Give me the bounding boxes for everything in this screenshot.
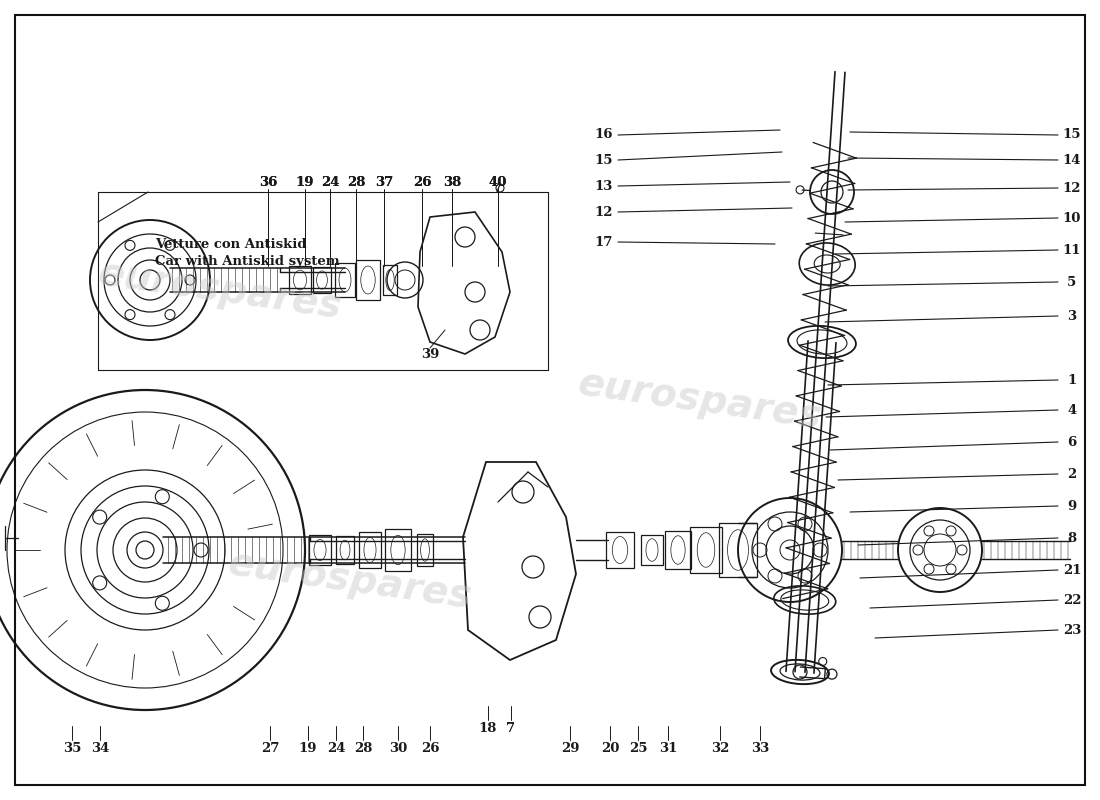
Text: 21: 21 xyxy=(1063,563,1081,577)
Text: 6: 6 xyxy=(1067,435,1077,449)
Text: 36: 36 xyxy=(258,175,277,189)
Text: 22: 22 xyxy=(1063,594,1081,606)
Text: 7: 7 xyxy=(506,722,516,734)
Text: 12: 12 xyxy=(595,206,614,218)
Bar xyxy=(309,535,331,565)
Text: 37: 37 xyxy=(375,175,393,189)
Bar xyxy=(314,267,331,293)
Text: eurospares: eurospares xyxy=(226,544,474,616)
Text: 15: 15 xyxy=(595,154,614,166)
Text: 28: 28 xyxy=(346,175,365,189)
Text: 30: 30 xyxy=(389,742,407,754)
Text: 2: 2 xyxy=(1067,467,1077,481)
Text: 26: 26 xyxy=(412,175,431,189)
Text: 19: 19 xyxy=(296,175,315,189)
Text: 17: 17 xyxy=(595,235,613,249)
Text: 31: 31 xyxy=(659,742,678,754)
Text: 13: 13 xyxy=(595,179,613,193)
Text: 20: 20 xyxy=(601,742,619,754)
Text: 36: 36 xyxy=(258,175,277,189)
Text: 24: 24 xyxy=(321,175,339,189)
Text: Vetture con Antiskid: Vetture con Antiskid xyxy=(155,238,307,250)
Text: 26: 26 xyxy=(412,175,431,189)
Text: 19: 19 xyxy=(296,175,315,189)
Bar xyxy=(336,536,354,564)
Bar xyxy=(641,535,663,565)
Text: 15: 15 xyxy=(1063,129,1081,142)
Text: 26: 26 xyxy=(420,742,439,754)
Text: 28: 28 xyxy=(346,175,365,189)
Text: 12: 12 xyxy=(1063,182,1081,194)
Bar xyxy=(606,532,634,568)
Bar xyxy=(690,527,722,573)
Text: 38: 38 xyxy=(443,175,461,189)
Text: eurospares: eurospares xyxy=(575,364,824,436)
Text: 24: 24 xyxy=(327,742,345,754)
Text: 25: 25 xyxy=(629,742,647,754)
Bar xyxy=(289,266,311,294)
Text: 34: 34 xyxy=(91,742,109,754)
Text: 33: 33 xyxy=(751,742,769,754)
Text: eurospares: eurospares xyxy=(96,254,344,326)
Text: 40: 40 xyxy=(488,175,507,189)
Text: 1: 1 xyxy=(1067,374,1077,386)
Text: 32: 32 xyxy=(711,742,729,754)
Text: 11: 11 xyxy=(1063,243,1081,257)
Text: 8: 8 xyxy=(1067,531,1077,545)
Text: 24: 24 xyxy=(321,175,339,189)
Bar xyxy=(719,523,757,577)
Text: 29: 29 xyxy=(561,742,580,754)
Text: 38: 38 xyxy=(443,175,461,189)
Text: Car with Antiskid system: Car with Antiskid system xyxy=(155,255,340,269)
Text: 19: 19 xyxy=(299,742,317,754)
Text: 10: 10 xyxy=(1063,211,1081,225)
Text: 37: 37 xyxy=(375,175,393,189)
Bar xyxy=(385,529,411,571)
Bar xyxy=(383,265,397,295)
Text: 23: 23 xyxy=(1063,623,1081,637)
Text: 18: 18 xyxy=(478,722,497,734)
Text: 39: 39 xyxy=(421,349,439,362)
Text: 3: 3 xyxy=(1067,310,1077,322)
Text: 28: 28 xyxy=(354,742,372,754)
Text: 4: 4 xyxy=(1067,403,1077,417)
Bar xyxy=(356,260,380,300)
Bar xyxy=(359,532,381,568)
Text: 5: 5 xyxy=(1067,275,1077,289)
Bar xyxy=(666,531,691,569)
Text: 16: 16 xyxy=(595,129,614,142)
Bar xyxy=(336,263,355,297)
Text: 9: 9 xyxy=(1067,499,1077,513)
Text: 40: 40 xyxy=(488,175,507,189)
Text: 27: 27 xyxy=(261,742,279,754)
Bar xyxy=(417,534,433,566)
Text: 14: 14 xyxy=(1063,154,1081,166)
Text: 35: 35 xyxy=(63,742,81,754)
